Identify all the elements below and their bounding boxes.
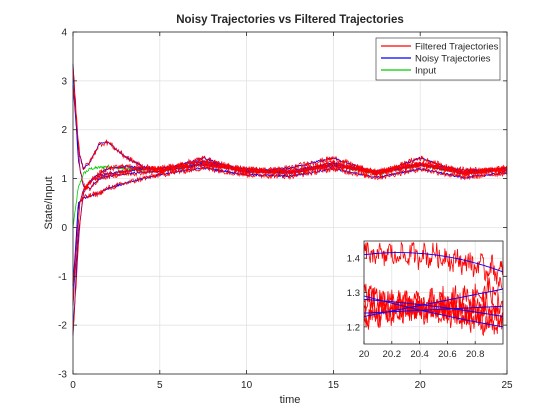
inset-x-tick-label: 20.4: [410, 349, 429, 360]
inset-axes: 20 20.2 20.4 20.6 20.8 1.2 1.3 1.4: [347, 241, 503, 360]
y-tick-label: 3: [61, 76, 67, 87]
y-tick-label: 2: [61, 125, 67, 136]
inset-y-tick-label: 1.3: [347, 288, 360, 299]
y-tick-label: 4: [61, 28, 67, 39]
legend-label-noisy: Noisy Trajectories: [415, 54, 491, 65]
x-tick-label: 0: [70, 380, 76, 391]
x-tick-label: 20: [415, 380, 427, 391]
x-tick-label: 25: [501, 380, 513, 391]
inset-x-tick-label: 20.6: [438, 349, 457, 360]
x-tick-label: 5: [157, 380, 163, 391]
legend-label-input: Input: [415, 66, 436, 77]
x-tick-label: 10: [241, 380, 253, 391]
inset-x-tick-label: 20: [359, 349, 370, 360]
y-tick-label: 0: [61, 223, 67, 234]
y-tick-label: 1: [61, 174, 67, 185]
y-tick-label: -1: [58, 272, 67, 283]
y-tick-label: -2: [58, 321, 67, 332]
x-tick-label: 15: [328, 380, 340, 391]
inset-y-tick-label: 1.2: [347, 322, 360, 333]
legend-label-filtered: Filtered Trajectories: [415, 42, 499, 53]
y-axis-label: State/Input: [43, 176, 55, 229]
x-axis-label: time: [280, 394, 301, 406]
y-tick-label: -3: [58, 370, 67, 381]
inset-x-tick-label: 20.2: [383, 349, 402, 360]
legend: Filtered Trajectories Noisy Trajectories…: [376, 38, 500, 80]
chart-title: Noisy Trajectories vs Filtered Trajector…: [176, 14, 404, 26]
inset-x-tick-label: 20.8: [466, 349, 485, 360]
inset-y-tick-label: 1.4: [347, 254, 360, 265]
